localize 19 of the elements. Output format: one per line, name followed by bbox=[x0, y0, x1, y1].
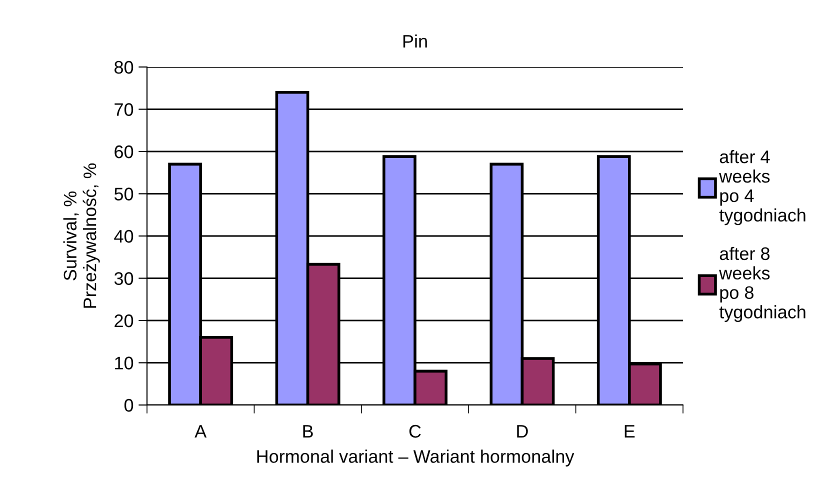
x-tick-label: B bbox=[303, 425, 313, 438]
y-tick-label: 40 bbox=[114, 230, 134, 243]
y-tick-label: 50 bbox=[114, 188, 134, 200]
y-tick-label: 60 bbox=[114, 145, 134, 158]
y-tick-label: 30 bbox=[114, 272, 134, 285]
y-tick-label: 0 bbox=[124, 398, 134, 412]
y-tick-label: 80 bbox=[114, 60, 134, 74]
x-tick-label: A bbox=[194, 425, 207, 438]
y-axis-title: Survival, % Przeżywalność, % bbox=[63, 163, 100, 308]
legend-label: after 8 weeks po 8 tygodniach bbox=[719, 246, 806, 322]
legend-label: after 4 weeks po 4 tygodniach bbox=[719, 150, 806, 226]
x-tick-label: D bbox=[517, 425, 528, 438]
y-tick-label: 70 bbox=[114, 103, 134, 116]
chart-title: Pin bbox=[403, 34, 427, 48]
y-tick-label: 10 bbox=[115, 356, 134, 370]
x-tick-label: C bbox=[409, 424, 421, 438]
x-tick-label: E bbox=[624, 425, 635, 438]
x-axis-title: Hormonal variant – Wariant hormonalny bbox=[257, 450, 574, 466]
y-tick-label: 20 bbox=[114, 314, 134, 328]
